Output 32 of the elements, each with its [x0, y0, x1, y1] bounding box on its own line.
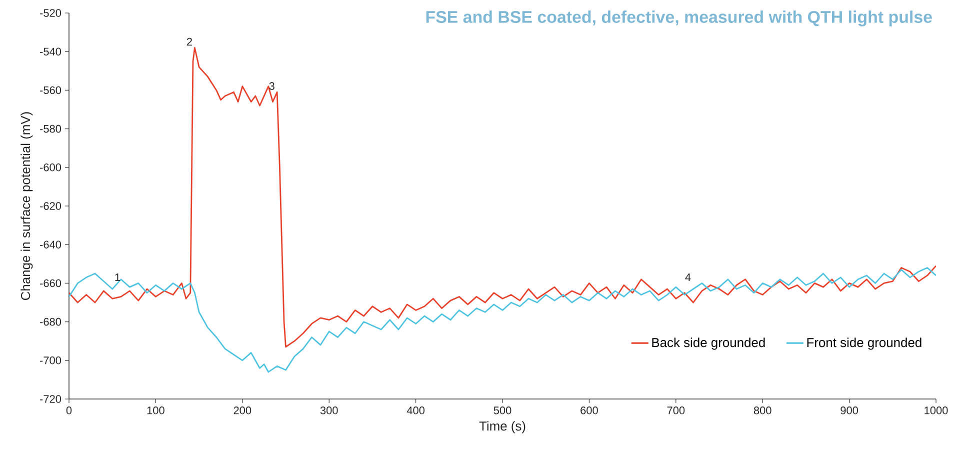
legend-label: Back side grounded [652, 338, 765, 350]
line-series [69, 267, 936, 373]
y-tick-label: -520 [40, 9, 62, 17]
legend-label: Front side grounded [807, 338, 922, 350]
y-tick-label: -600 [40, 164, 62, 172]
chart-title: FSE and BSE coated, defective, measured with QTH light pulse [426, 10, 932, 26]
x-tick-label: 800 [754, 406, 772, 414]
x-tick-label: 600 [580, 406, 598, 414]
annotation: 3 [269, 82, 274, 90]
x-tick-label: 900 [840, 406, 858, 414]
y-tick-label: -560 [40, 86, 62, 94]
y-tick-label: -720 [40, 395, 62, 403]
y-tick-label: -680 [40, 318, 62, 326]
y-tick-label: -660 [40, 279, 62, 288]
x-tick-label: 500 [494, 406, 512, 414]
y-tick-label: -540 [40, 48, 62, 56]
x-axis-title: Time (s) [479, 421, 526, 434]
x-tick-label: 0 [66, 406, 72, 414]
y-axis-title: Change in surface potential (mV) [20, 112, 33, 300]
annotation: 2 [186, 38, 192, 46]
y-tick-label: -580 [40, 124, 62, 133]
x-tick-label: 200 [234, 406, 252, 414]
x-tick-label: 300 [320, 406, 338, 414]
annotation: 1 [115, 273, 120, 281]
x-tick-label: 1000 [924, 406, 948, 414]
y-tick-label: -700 [40, 356, 62, 364]
y-tick-label: -640 [40, 240, 62, 248]
x-tick-label: 400 [406, 406, 425, 414]
x-tick-label: 100 [147, 406, 164, 414]
y-tick-label: -620 [40, 202, 62, 210]
x-tick-label: 700 [667, 406, 685, 414]
annotation: 4 [685, 273, 691, 281]
